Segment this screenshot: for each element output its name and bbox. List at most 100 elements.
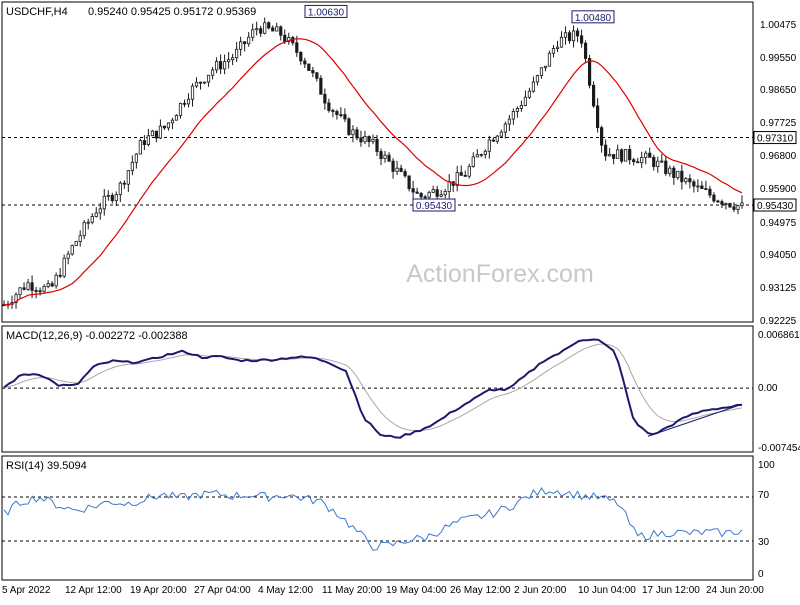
rsi-layer <box>2 487 753 551</box>
x-axis-ticks: 5 Apr 2022 12 Apr 12:00 19 Apr 20:00 27 … <box>2 585 764 596</box>
candle <box>263 17 267 35</box>
candle <box>206 74 211 87</box>
price-annotation-label: 0.95430 <box>416 201 453 212</box>
candle <box>287 32 291 45</box>
ma-line <box>3 38 743 306</box>
candle <box>664 155 668 176</box>
candle <box>708 185 712 199</box>
rsi-y-tick: 70 <box>758 490 770 501</box>
candle <box>443 189 447 199</box>
candle <box>210 66 215 80</box>
candle <box>359 130 363 147</box>
price-annotation-box <box>412 198 456 212</box>
candle <box>407 175 411 192</box>
price-y-tick: 0.95900 <box>760 184 797 195</box>
candle <box>515 106 519 118</box>
candle <box>227 52 231 69</box>
candle <box>688 174 692 189</box>
candle <box>86 218 90 230</box>
candle <box>728 202 732 209</box>
x-tick-label: 5 Apr 2022 <box>2 585 51 596</box>
candle <box>122 180 126 189</box>
candle <box>267 21 271 30</box>
candle <box>202 81 207 85</box>
x-tick-label: 12 Apr 12:00 <box>65 585 122 596</box>
candle <box>539 67 544 79</box>
candle <box>371 134 375 145</box>
candle <box>415 187 419 194</box>
rsi-y-tick: 100 <box>758 460 775 471</box>
candle <box>178 102 183 119</box>
candle <box>259 25 263 37</box>
candle <box>704 180 708 191</box>
candle <box>158 119 163 140</box>
price-y-tick: 0.99550 <box>760 53 797 64</box>
x-tick-label: 17 Jun 12:00 <box>642 585 700 596</box>
candle <box>563 26 568 45</box>
x-tick-label: 24 Jun 20:00 <box>706 585 764 596</box>
candle <box>700 181 704 190</box>
candle <box>198 81 203 90</box>
candle <box>616 144 620 159</box>
candle <box>640 151 644 169</box>
candle <box>600 125 604 153</box>
candle <box>463 170 467 177</box>
candle <box>455 165 459 192</box>
candle <box>170 117 175 130</box>
candle <box>644 150 648 165</box>
macd-panel-frame <box>1 325 754 453</box>
price-annotation-label: 1.00480 <box>575 13 612 24</box>
candle <box>720 199 724 209</box>
candle <box>275 22 279 32</box>
candle <box>672 165 676 185</box>
candle <box>307 63 311 71</box>
candle <box>467 163 471 179</box>
price-header-symbol: USDCHF,H4 <box>6 6 68 18</box>
candle <box>367 135 371 148</box>
candle <box>46 280 50 289</box>
rsi-y-tick: 0 <box>758 569 764 580</box>
x-tick-label: 11 May 20:00 <box>322 585 382 596</box>
candle <box>395 160 399 175</box>
price-y-tick: 1.00475 <box>760 20 797 31</box>
candle <box>459 165 463 176</box>
price-y-tick: 0.97725 <box>760 118 797 129</box>
candle <box>182 99 187 108</box>
candle <box>235 42 239 63</box>
price-candles <box>2 17 744 309</box>
price-y-tick: 0.98650 <box>760 85 797 96</box>
candle <box>555 40 560 52</box>
candle <box>319 75 323 95</box>
candle <box>146 128 150 147</box>
macd-y-tick: 0.006861 <box>758 330 800 341</box>
candle <box>732 202 736 212</box>
candle <box>531 76 536 93</box>
candle <box>106 190 110 201</box>
candle <box>186 93 191 108</box>
candle <box>311 66 315 78</box>
candle <box>279 25 283 41</box>
candle <box>126 169 130 193</box>
rsi-title: RSI(14) 39.5094 <box>6 460 87 472</box>
rsi-line <box>3 487 743 551</box>
candle <box>583 40 588 64</box>
candle <box>327 98 331 113</box>
macd-y-ticks: 0.006861 0.00 -0.007454 <box>758 330 800 454</box>
price-y-tick: 0.94050 <box>760 250 797 261</box>
candle <box>435 185 439 200</box>
candle <box>18 287 22 299</box>
macd-signal-line <box>3 343 743 432</box>
candle <box>174 114 179 121</box>
candle <box>291 36 295 46</box>
price-levels: 0.97310 0.95430 <box>2 131 797 212</box>
candle <box>676 170 680 181</box>
candle <box>355 127 359 141</box>
candle <box>379 148 383 166</box>
candle <box>66 250 70 265</box>
watermark: ActionForex.com <box>406 260 594 288</box>
candle <box>596 98 600 133</box>
candle <box>62 254 66 279</box>
candle <box>624 149 628 162</box>
candle <box>315 71 319 82</box>
